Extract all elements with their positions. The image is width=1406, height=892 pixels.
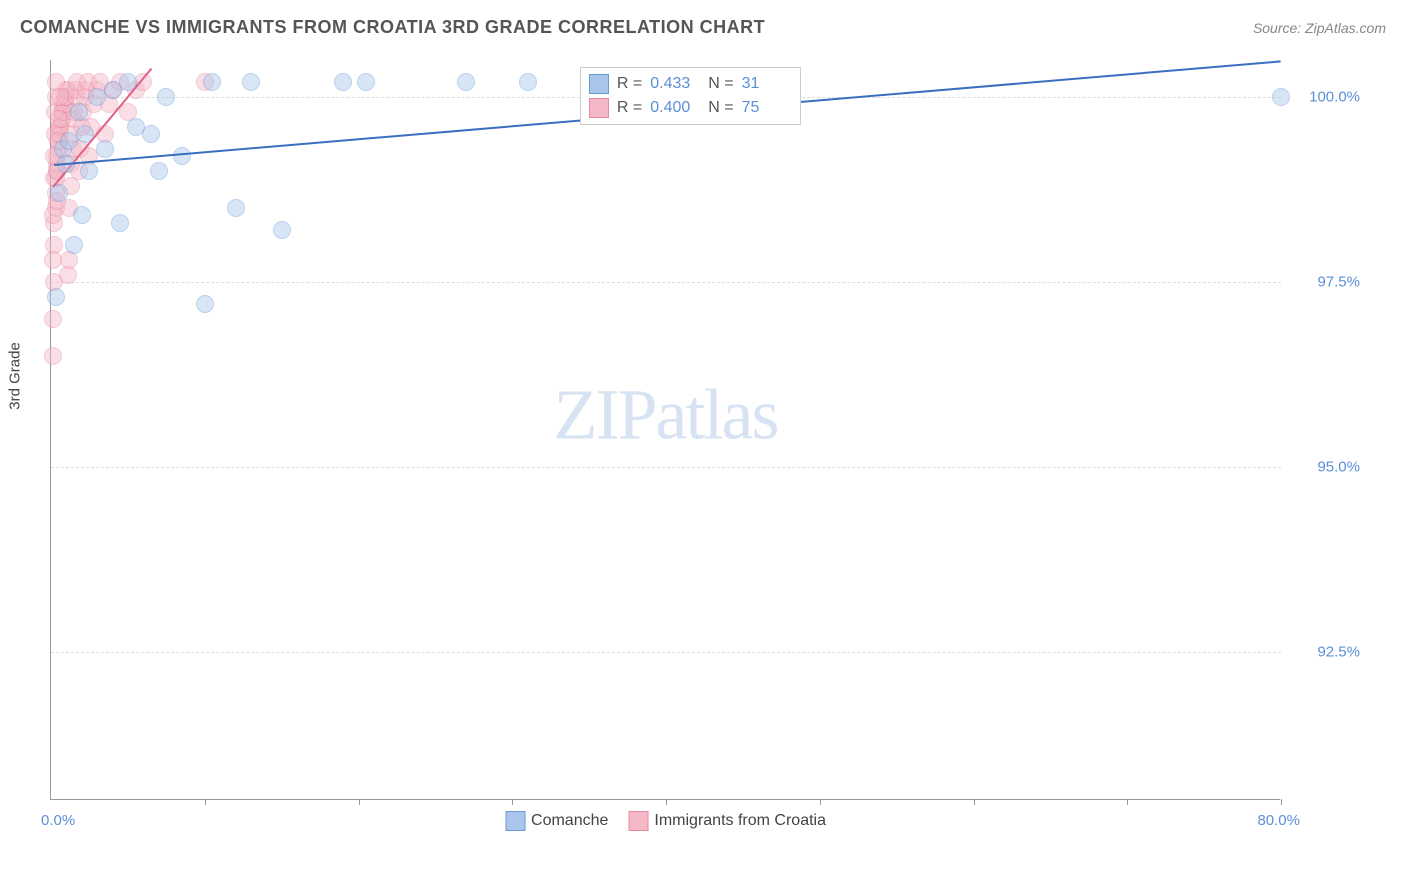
x-tick (666, 799, 667, 805)
data-point (47, 288, 65, 306)
data-point (44, 347, 62, 365)
y-tick-label: 100.0% (1309, 89, 1360, 106)
legend-swatch-comanche (505, 811, 525, 831)
plot-area: ZIPatlas 0.0% 80.0% Comanche Immigrants … (50, 60, 1280, 800)
legend-item-comanche: Comanche (505, 811, 608, 831)
legend-swatch-croatia (628, 811, 648, 831)
data-point (70, 103, 88, 121)
data-point (80, 162, 98, 180)
data-point (242, 73, 260, 91)
chart-container: 3rd Grade ZIPatlas 0.0% 80.0% Comanche I… (50, 60, 1370, 810)
chart-header: COMANCHE VS IMMIGRANTS FROM CROATIA 3RD … (0, 0, 1406, 50)
stats-n-value: 75 (742, 99, 792, 117)
stats-n-value: 31 (742, 75, 792, 93)
x-tick (1281, 799, 1282, 805)
stats-r-label: R = (617, 75, 642, 93)
data-point (150, 162, 168, 180)
data-point (73, 206, 91, 224)
stats-r-label: R = (617, 99, 642, 117)
x-tick (359, 799, 360, 805)
data-point (96, 140, 114, 158)
data-point (227, 199, 245, 217)
data-point (203, 73, 221, 91)
stats-row: R = 0.433 N = 31 (589, 72, 792, 96)
x-tick (974, 799, 975, 805)
y-tick-label: 92.5% (1317, 644, 1360, 661)
x-tick (512, 799, 513, 805)
data-point (44, 251, 62, 269)
stats-row: R = 0.400 N = 75 (589, 96, 792, 120)
data-point (119, 73, 137, 91)
chart-source: Source: ZipAtlas.com (1253, 20, 1386, 36)
data-point (273, 221, 291, 239)
x-tick (1127, 799, 1128, 805)
data-point (357, 73, 375, 91)
data-point (50, 184, 68, 202)
stats-swatch (589, 74, 609, 94)
stats-box: R = 0.433 N = 31 R = 0.400 N = 75 (580, 67, 801, 125)
stats-r-value: 0.400 (650, 99, 700, 117)
y-tick-label: 97.5% (1317, 274, 1360, 291)
stats-n-label: N = (708, 99, 733, 117)
data-point (51, 88, 69, 106)
stats-swatch (589, 98, 609, 118)
data-point (50, 110, 68, 128)
data-point (519, 73, 537, 91)
gridline (51, 282, 1281, 283)
data-point (173, 147, 191, 165)
data-point (111, 214, 129, 232)
data-point (196, 295, 214, 313)
legend-label-comanche: Comanche (531, 812, 608, 830)
data-point (1272, 88, 1290, 106)
data-point (334, 73, 352, 91)
data-point (142, 125, 160, 143)
x-tick (205, 799, 206, 805)
x-axis-max-label: 80.0% (1257, 812, 1300, 829)
data-point (44, 310, 62, 328)
x-tick (820, 799, 821, 805)
data-point (157, 88, 175, 106)
data-point (457, 73, 475, 91)
y-axis-title: 3rd Grade (7, 342, 24, 410)
chart-title: COMANCHE VS IMMIGRANTS FROM CROATIA 3RD … (20, 17, 765, 38)
watermark: ZIPatlas (554, 373, 778, 456)
y-tick-label: 95.0% (1317, 459, 1360, 476)
x-axis-min-label: 0.0% (41, 812, 75, 829)
gridline (51, 467, 1281, 468)
legend-item-croatia: Immigrants from Croatia (628, 811, 826, 831)
legend: Comanche Immigrants from Croatia (505, 811, 826, 831)
data-point (65, 236, 83, 254)
gridline (51, 652, 1281, 653)
legend-label-croatia: Immigrants from Croatia (654, 812, 826, 830)
stats-r-value: 0.433 (650, 75, 700, 93)
stats-n-label: N = (708, 75, 733, 93)
data-point (76, 125, 94, 143)
